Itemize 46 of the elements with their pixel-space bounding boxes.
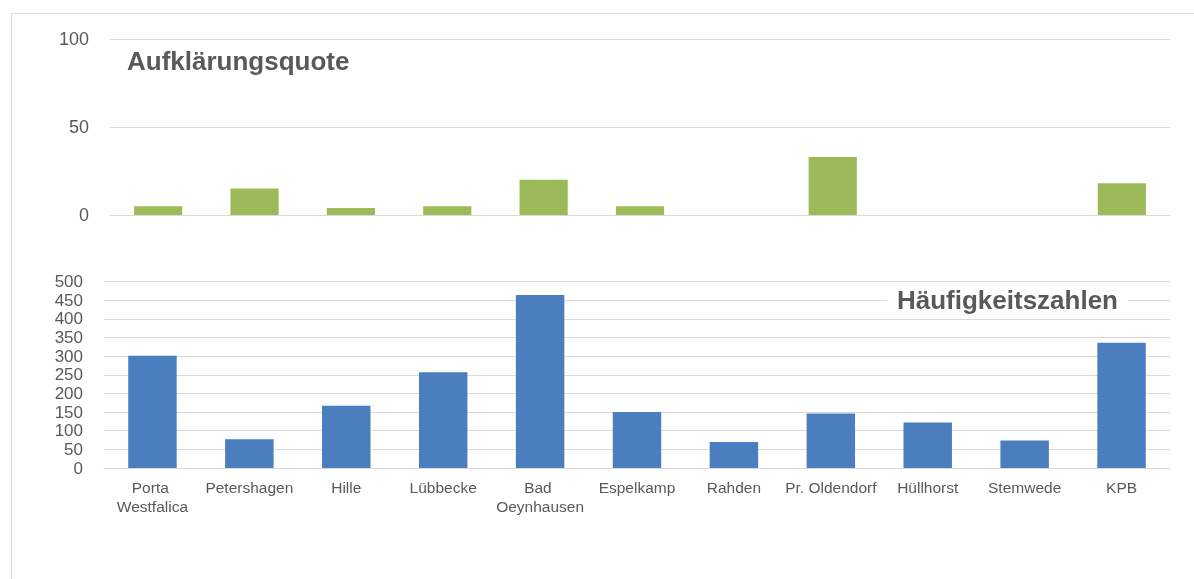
y-tick-label: 50 xyxy=(64,439,83,459)
x-tick-label: KPB xyxy=(1106,479,1138,496)
x-tick-label: Stemwede xyxy=(988,479,1062,496)
x-tick-label: Porta Westfalica xyxy=(116,479,189,515)
y-tick-label: 100 xyxy=(58,29,89,49)
bar xyxy=(808,156,857,215)
bar xyxy=(615,206,665,215)
bar xyxy=(515,294,565,468)
bar xyxy=(134,206,183,215)
chart-title: Aufklärungsquote xyxy=(127,46,350,76)
bar xyxy=(230,188,279,215)
bar xyxy=(709,441,759,468)
y-tick-label: 450 xyxy=(54,290,83,310)
x-tick-label: Hüllhorst xyxy=(897,479,959,496)
y-tick-label: 500 xyxy=(54,272,83,291)
y-tick-label: 0 xyxy=(78,205,89,225)
y-tick-label: 0 xyxy=(73,458,83,478)
y-tick-label: 250 xyxy=(54,365,83,385)
bar xyxy=(1097,183,1146,215)
y-tick-label: 150 xyxy=(54,402,83,422)
x-tick-label: Petershagen xyxy=(205,479,294,496)
x-tick-label: Espelkamp xyxy=(598,479,676,496)
bar xyxy=(225,439,274,468)
y-tick-label: 100 xyxy=(54,421,83,441)
bar xyxy=(326,207,375,215)
x-tick-label: Bad Oeynhausen xyxy=(496,479,585,515)
bar xyxy=(1097,342,1146,468)
x-tick-label: Lübbecke xyxy=(409,479,477,496)
y-tick-label: 200 xyxy=(54,383,83,403)
bar xyxy=(612,412,662,468)
x-tick-label: Hille xyxy=(331,479,362,496)
bar xyxy=(806,413,856,468)
bar xyxy=(903,422,952,468)
x-tick-label: Pr. Oldendorf xyxy=(785,479,878,496)
y-tick-label: 400 xyxy=(54,309,83,329)
y-tick-label: 50 xyxy=(68,117,89,137)
bar xyxy=(1000,440,1049,468)
bar xyxy=(322,405,371,468)
bar xyxy=(418,372,468,468)
bar xyxy=(519,179,568,215)
bar xyxy=(128,355,177,468)
y-tick-label: 350 xyxy=(54,327,83,347)
x-tick-label: Rahden xyxy=(706,479,762,496)
y-tick-label: 300 xyxy=(54,346,83,366)
bar xyxy=(423,206,472,215)
chart-title: Häufigkeitszahlen xyxy=(896,285,1119,315)
